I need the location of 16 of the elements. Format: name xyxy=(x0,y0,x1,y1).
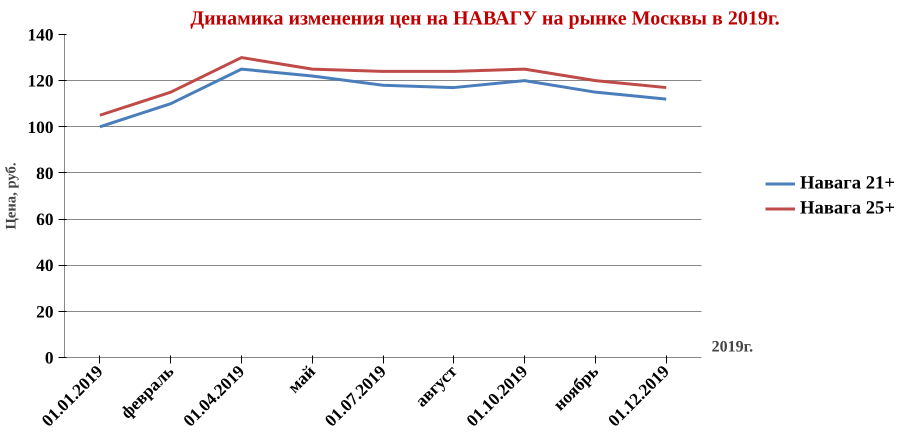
legend-label: Навага 21+ xyxy=(800,172,895,194)
legend-label: Навага 25+ xyxy=(800,197,895,219)
y-tick-label: 0 xyxy=(44,348,54,368)
y-tick-label: 80 xyxy=(36,164,54,183)
x-axis-title: 2019г. xyxy=(712,338,754,356)
x-tick-label: май xyxy=(284,362,319,397)
line-series xyxy=(98,56,668,117)
y-tick-label: 140 xyxy=(28,26,54,44)
y-tick-label: 40 xyxy=(36,256,54,276)
chart-title: Динамика изменения цен на НАВАГУ на рынке Москвы в 2019г. xyxy=(190,8,780,30)
y-tick-label: 60 xyxy=(36,210,54,230)
y-axis-title: Цена, руб. xyxy=(4,162,20,230)
y-tick-label: 100 xyxy=(28,118,54,137)
y-tick-label: 120 xyxy=(28,72,54,91)
line-series xyxy=(98,68,668,128)
y-tick-label: 20 xyxy=(36,302,54,322)
